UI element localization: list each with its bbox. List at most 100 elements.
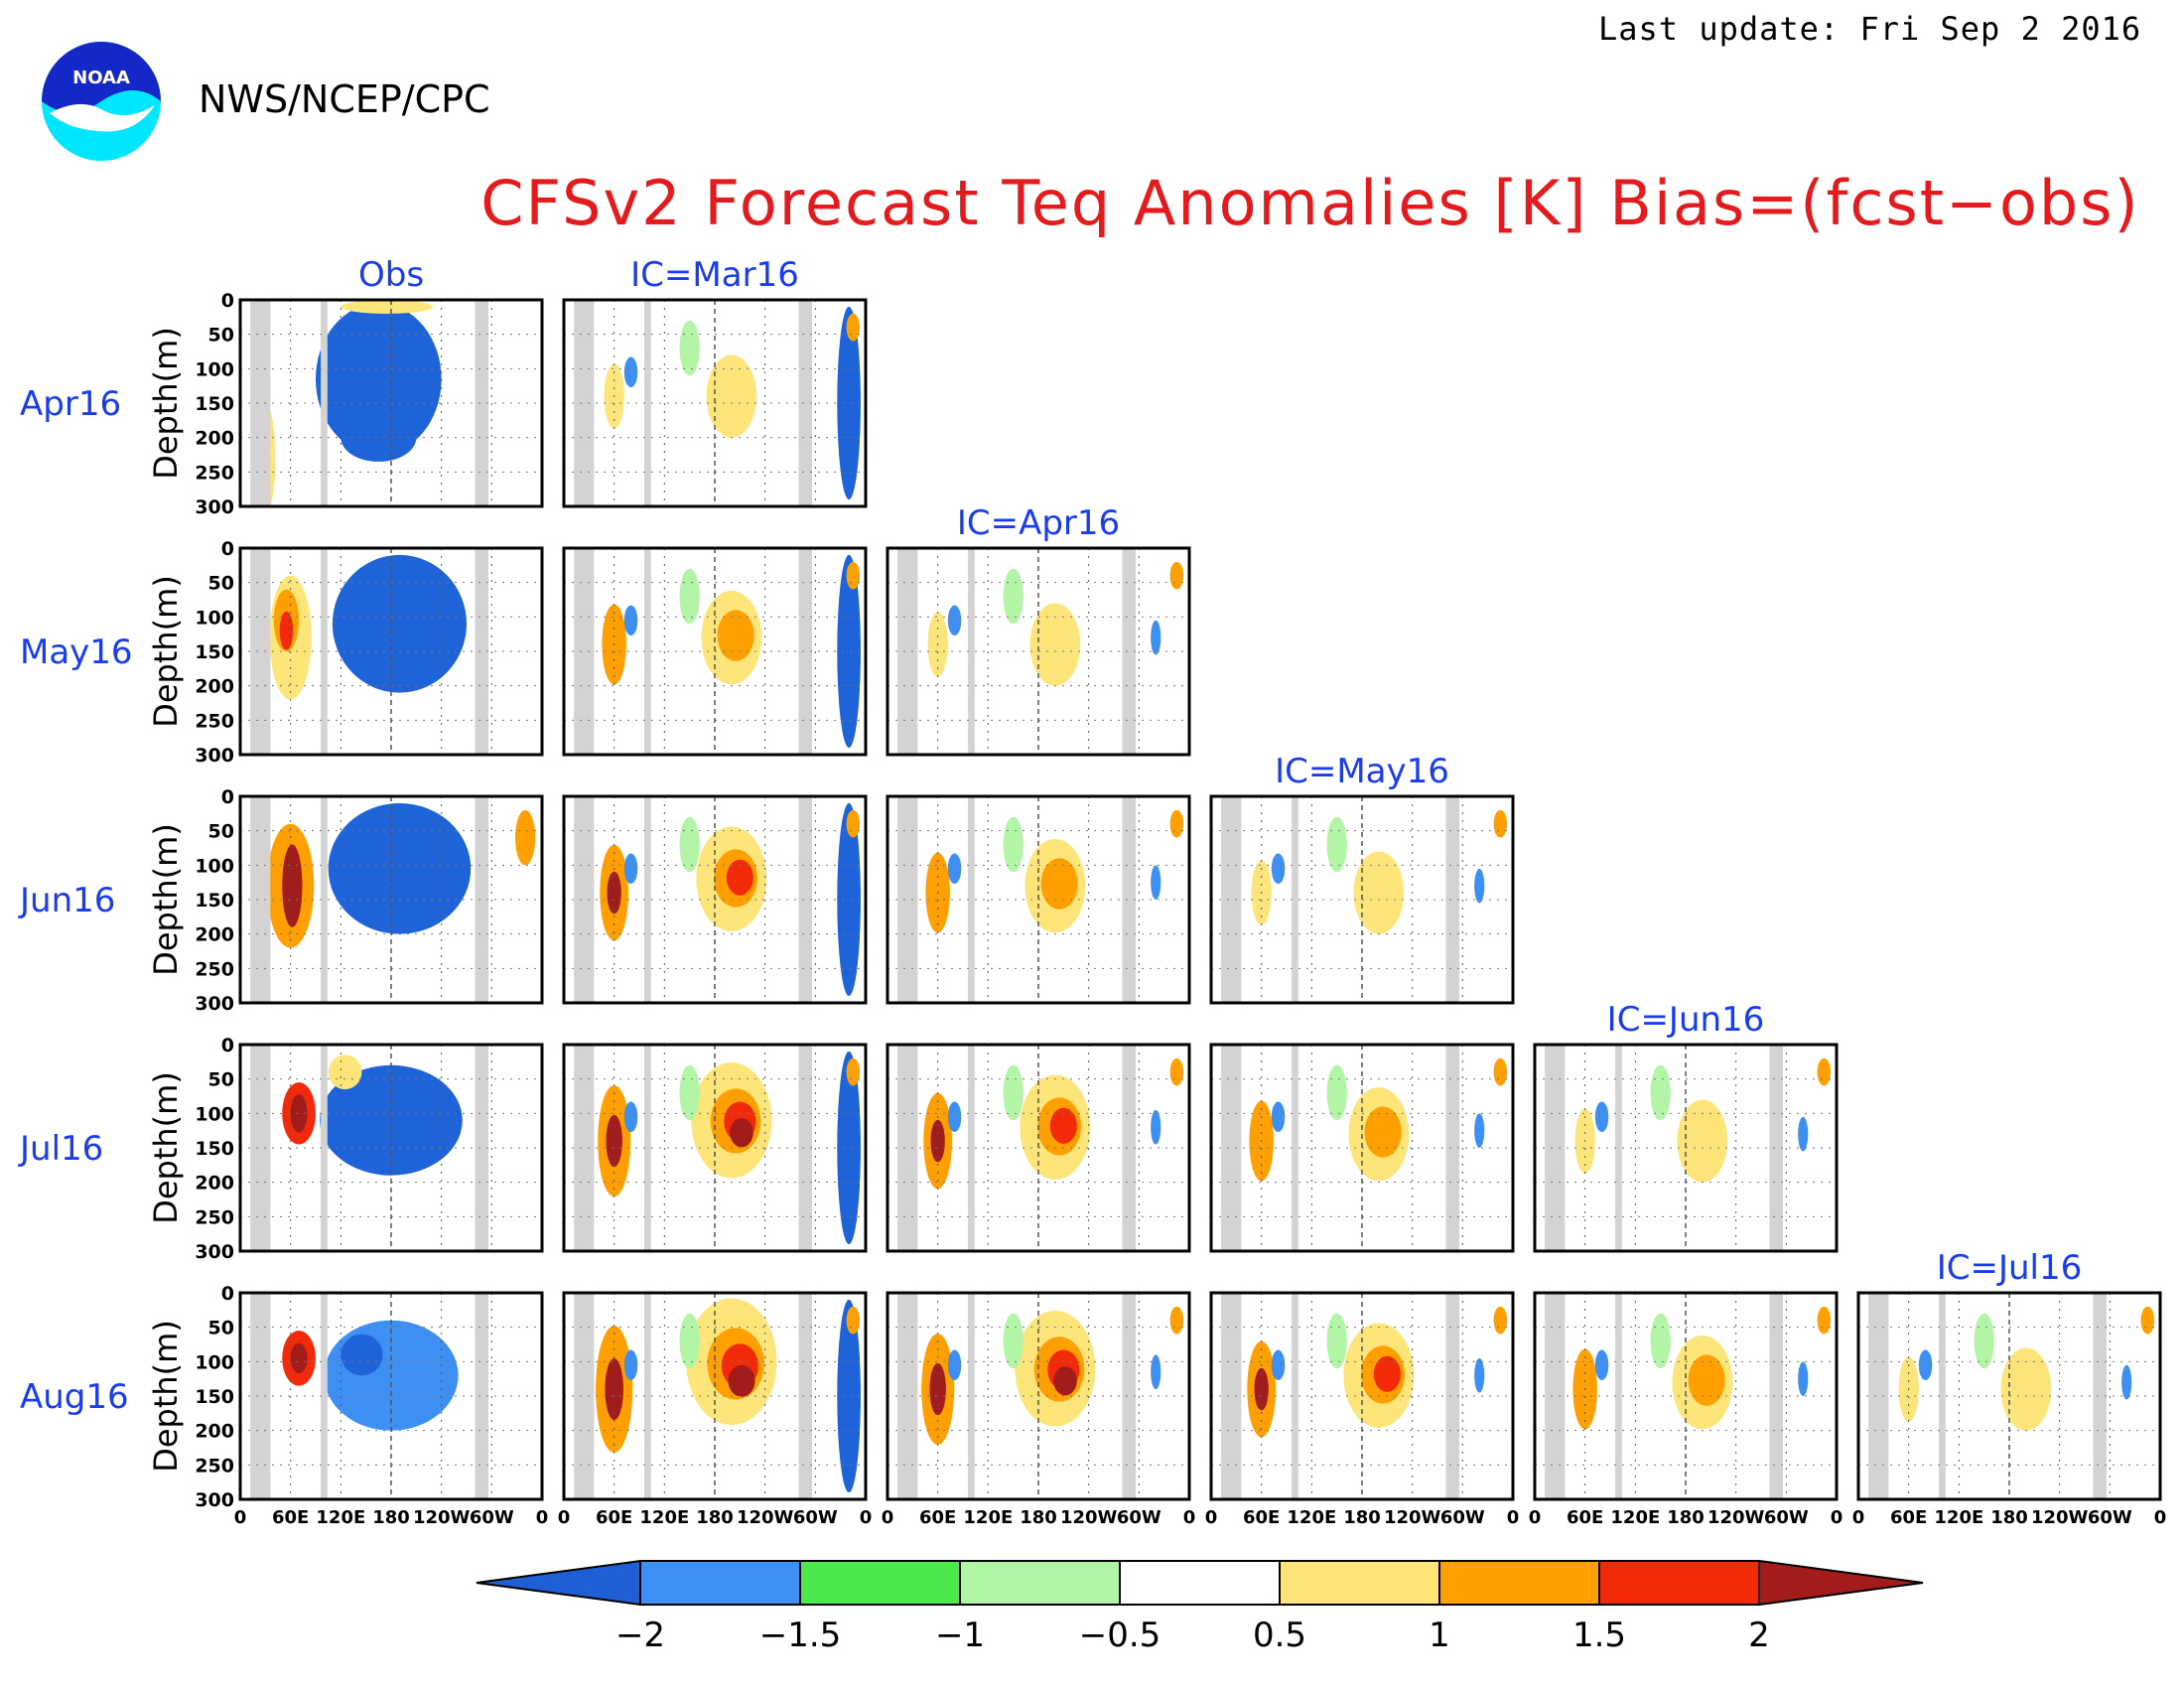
land-mask — [1445, 1293, 1459, 1499]
anomaly-blob — [717, 610, 754, 661]
y-tick-label: 200 — [195, 676, 234, 698]
land-mask — [644, 300, 651, 506]
panel-fill — [564, 1045, 866, 1251]
anomaly-blob — [1474, 1357, 1485, 1393]
panel-fill — [887, 548, 1189, 755]
land-mask — [1292, 1045, 1298, 1251]
land-mask — [1769, 1045, 1783, 1251]
x-tick-label: 120W — [413, 1507, 471, 1528]
noaa-logo-text: NOAA — [72, 68, 130, 88]
x-tick-label: 120E — [1287, 1507, 1336, 1528]
panel: 0 60E 120E 180 120W 60W 0 — [558, 1291, 873, 1528]
anomaly-blob — [341, 413, 417, 462]
y-tick-label: 150 — [195, 1386, 234, 1408]
column-label: IC=May16 — [1275, 752, 1449, 791]
x-tick-label: 120W — [1384, 1507, 1441, 1528]
row-label: Aug16 — [20, 1377, 129, 1417]
y-tick-label: 150 — [195, 890, 234, 912]
panel-fill — [240, 796, 542, 1003]
land-mask — [250, 796, 271, 1003]
x-tick-label: 0 — [536, 1507, 549, 1528]
panel-fill — [1535, 1045, 1837, 1251]
land-mask — [250, 1293, 271, 1499]
land-mask — [897, 548, 918, 755]
anomaly-blob — [1003, 568, 1024, 625]
anomaly-blob — [1650, 1313, 1671, 1369]
anomaly-blob — [726, 859, 753, 896]
x-tick-label: 0 — [1183, 1507, 1196, 1528]
anomaly-blob — [728, 1364, 755, 1397]
x-tick-label: 60E — [1243, 1507, 1280, 1528]
anomaly-blob — [1326, 1064, 1347, 1121]
land-mask — [321, 300, 328, 506]
land-mask — [1445, 796, 1459, 1003]
anomaly-blob — [341, 300, 434, 314]
anomaly-blob — [290, 1342, 308, 1374]
x-tick-label: 60W — [2088, 1507, 2132, 1528]
x-tick-label: 180 — [372, 1507, 410, 1528]
panel-fill — [240, 300, 542, 506]
anomaly-blob — [837, 1051, 861, 1245]
column-label: IC=Jul16 — [1937, 1248, 2083, 1288]
land-mask — [250, 548, 271, 755]
anomaly-blob — [1594, 1349, 1609, 1381]
x-tick-label: 60W — [470, 1507, 514, 1528]
anomaly-blob — [1169, 1306, 1184, 1335]
anomaly-blob — [1151, 865, 1161, 901]
y-tick-label: 250 — [195, 710, 234, 732]
colorbar-label: 1 — [1429, 1616, 1450, 1655]
y-tick-label: 100 — [195, 1103, 234, 1125]
land-mask — [1868, 1293, 1889, 1499]
anomaly-blob — [623, 1101, 638, 1133]
land-mask — [1615, 1293, 1622, 1499]
panel: 0 60E 120E 180 120W 60W 0 — [1852, 1291, 2166, 1528]
panel-fill — [1211, 1045, 1513, 1251]
anomaly-blob — [1493, 1306, 1508, 1335]
anomaly-blob — [1594, 1101, 1609, 1133]
y-tick-label: 300 — [195, 745, 234, 767]
y-tick-label: 300 — [195, 993, 234, 1015]
panel-fill — [564, 1293, 866, 1499]
panel-fill — [240, 1045, 542, 1251]
panel — [1209, 794, 1515, 1005]
x-tick-label: 0 — [1529, 1507, 1542, 1528]
column-label: IC=Mar16 — [630, 255, 799, 295]
x-tick-label: 60E — [1890, 1507, 1927, 1528]
anomaly-blob — [1271, 1101, 1286, 1133]
land-mask — [574, 548, 595, 755]
y-tick-label: 250 — [195, 1455, 234, 1477]
panel — [562, 794, 868, 1005]
y-axis-label: Depth(m) — [147, 1071, 185, 1224]
x-tick-label: 0 — [860, 1507, 873, 1528]
y-tick-label: 100 — [195, 1351, 234, 1373]
x-tick-label: 0 — [1831, 1507, 1843, 1528]
y-tick-label: 50 — [208, 325, 234, 347]
y-tick-label: 0 — [221, 538, 234, 560]
x-tick-label: 120W — [1707, 1507, 1765, 1528]
row-label: Jun16 — [18, 881, 115, 920]
anomaly-blob — [1817, 1306, 1832, 1335]
anomaly-blob — [1169, 809, 1184, 838]
land-mask — [321, 796, 328, 1003]
land-mask — [475, 300, 488, 506]
panel-frame — [238, 546, 544, 757]
colorbar-segment — [1279, 1560, 1440, 1606]
colorbar-arrow-low — [476, 1559, 641, 1607]
panel-frame — [562, 298, 868, 508]
panel — [562, 546, 868, 757]
land-mask — [574, 796, 595, 1003]
anomaly-blob — [290, 1093, 308, 1133]
colorbar-segment — [1438, 1560, 1600, 1606]
anomaly-blob — [706, 354, 757, 438]
panel-frame — [1209, 794, 1515, 1005]
land-mask — [1122, 1045, 1136, 1251]
y-axis-label: Depth(m) — [147, 823, 185, 976]
colorbar-label: −0.5 — [1079, 1616, 1161, 1655]
row-label: May16 — [20, 633, 133, 672]
x-tick-label: 180 — [1020, 1507, 1057, 1528]
anomaly-blob — [846, 561, 861, 590]
anomaly-blob — [1474, 868, 1485, 904]
anomaly-blob — [2140, 1306, 2155, 1335]
x-tick-label: 60E — [1567, 1507, 1603, 1528]
anomaly-blob — [341, 1334, 383, 1376]
